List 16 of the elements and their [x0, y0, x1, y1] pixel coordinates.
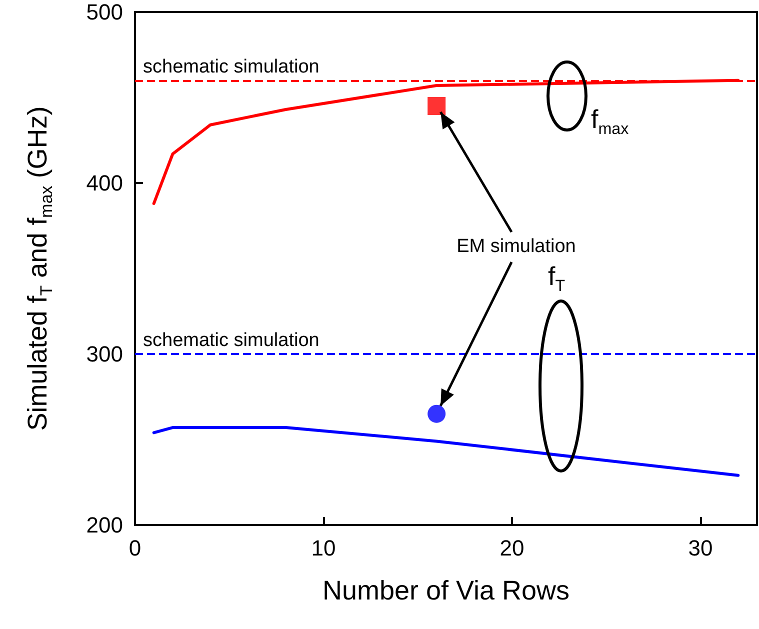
x-tick-label: 10 [311, 536, 336, 560]
annotation: f$_{T}$ [548, 261, 566, 296]
y-tick-label: 400 [86, 170, 123, 196]
line-series [152, 426, 740, 477]
y-tick-label: 300 [86, 342, 123, 366]
x-tick-label: 30 [688, 536, 713, 560]
y-tick-label: 500 [86, 0, 123, 24]
x-tick-label: 0 [128, 536, 142, 560]
y-axis-title: Simulated fT and fmax (GHz) [22, 106, 56, 431]
annotation: EM simulation [456, 236, 576, 258]
annotation: f$_{max}$ [591, 104, 629, 138]
x-axis-title: Number of Via Rows [322, 576, 570, 606]
x-tick-label: 20 [500, 536, 524, 560]
y-tick-label: 200 [86, 512, 123, 538]
ref-line-label: schematic simulation [143, 330, 320, 351]
ref-line-label: schematic simulation [143, 56, 320, 78]
